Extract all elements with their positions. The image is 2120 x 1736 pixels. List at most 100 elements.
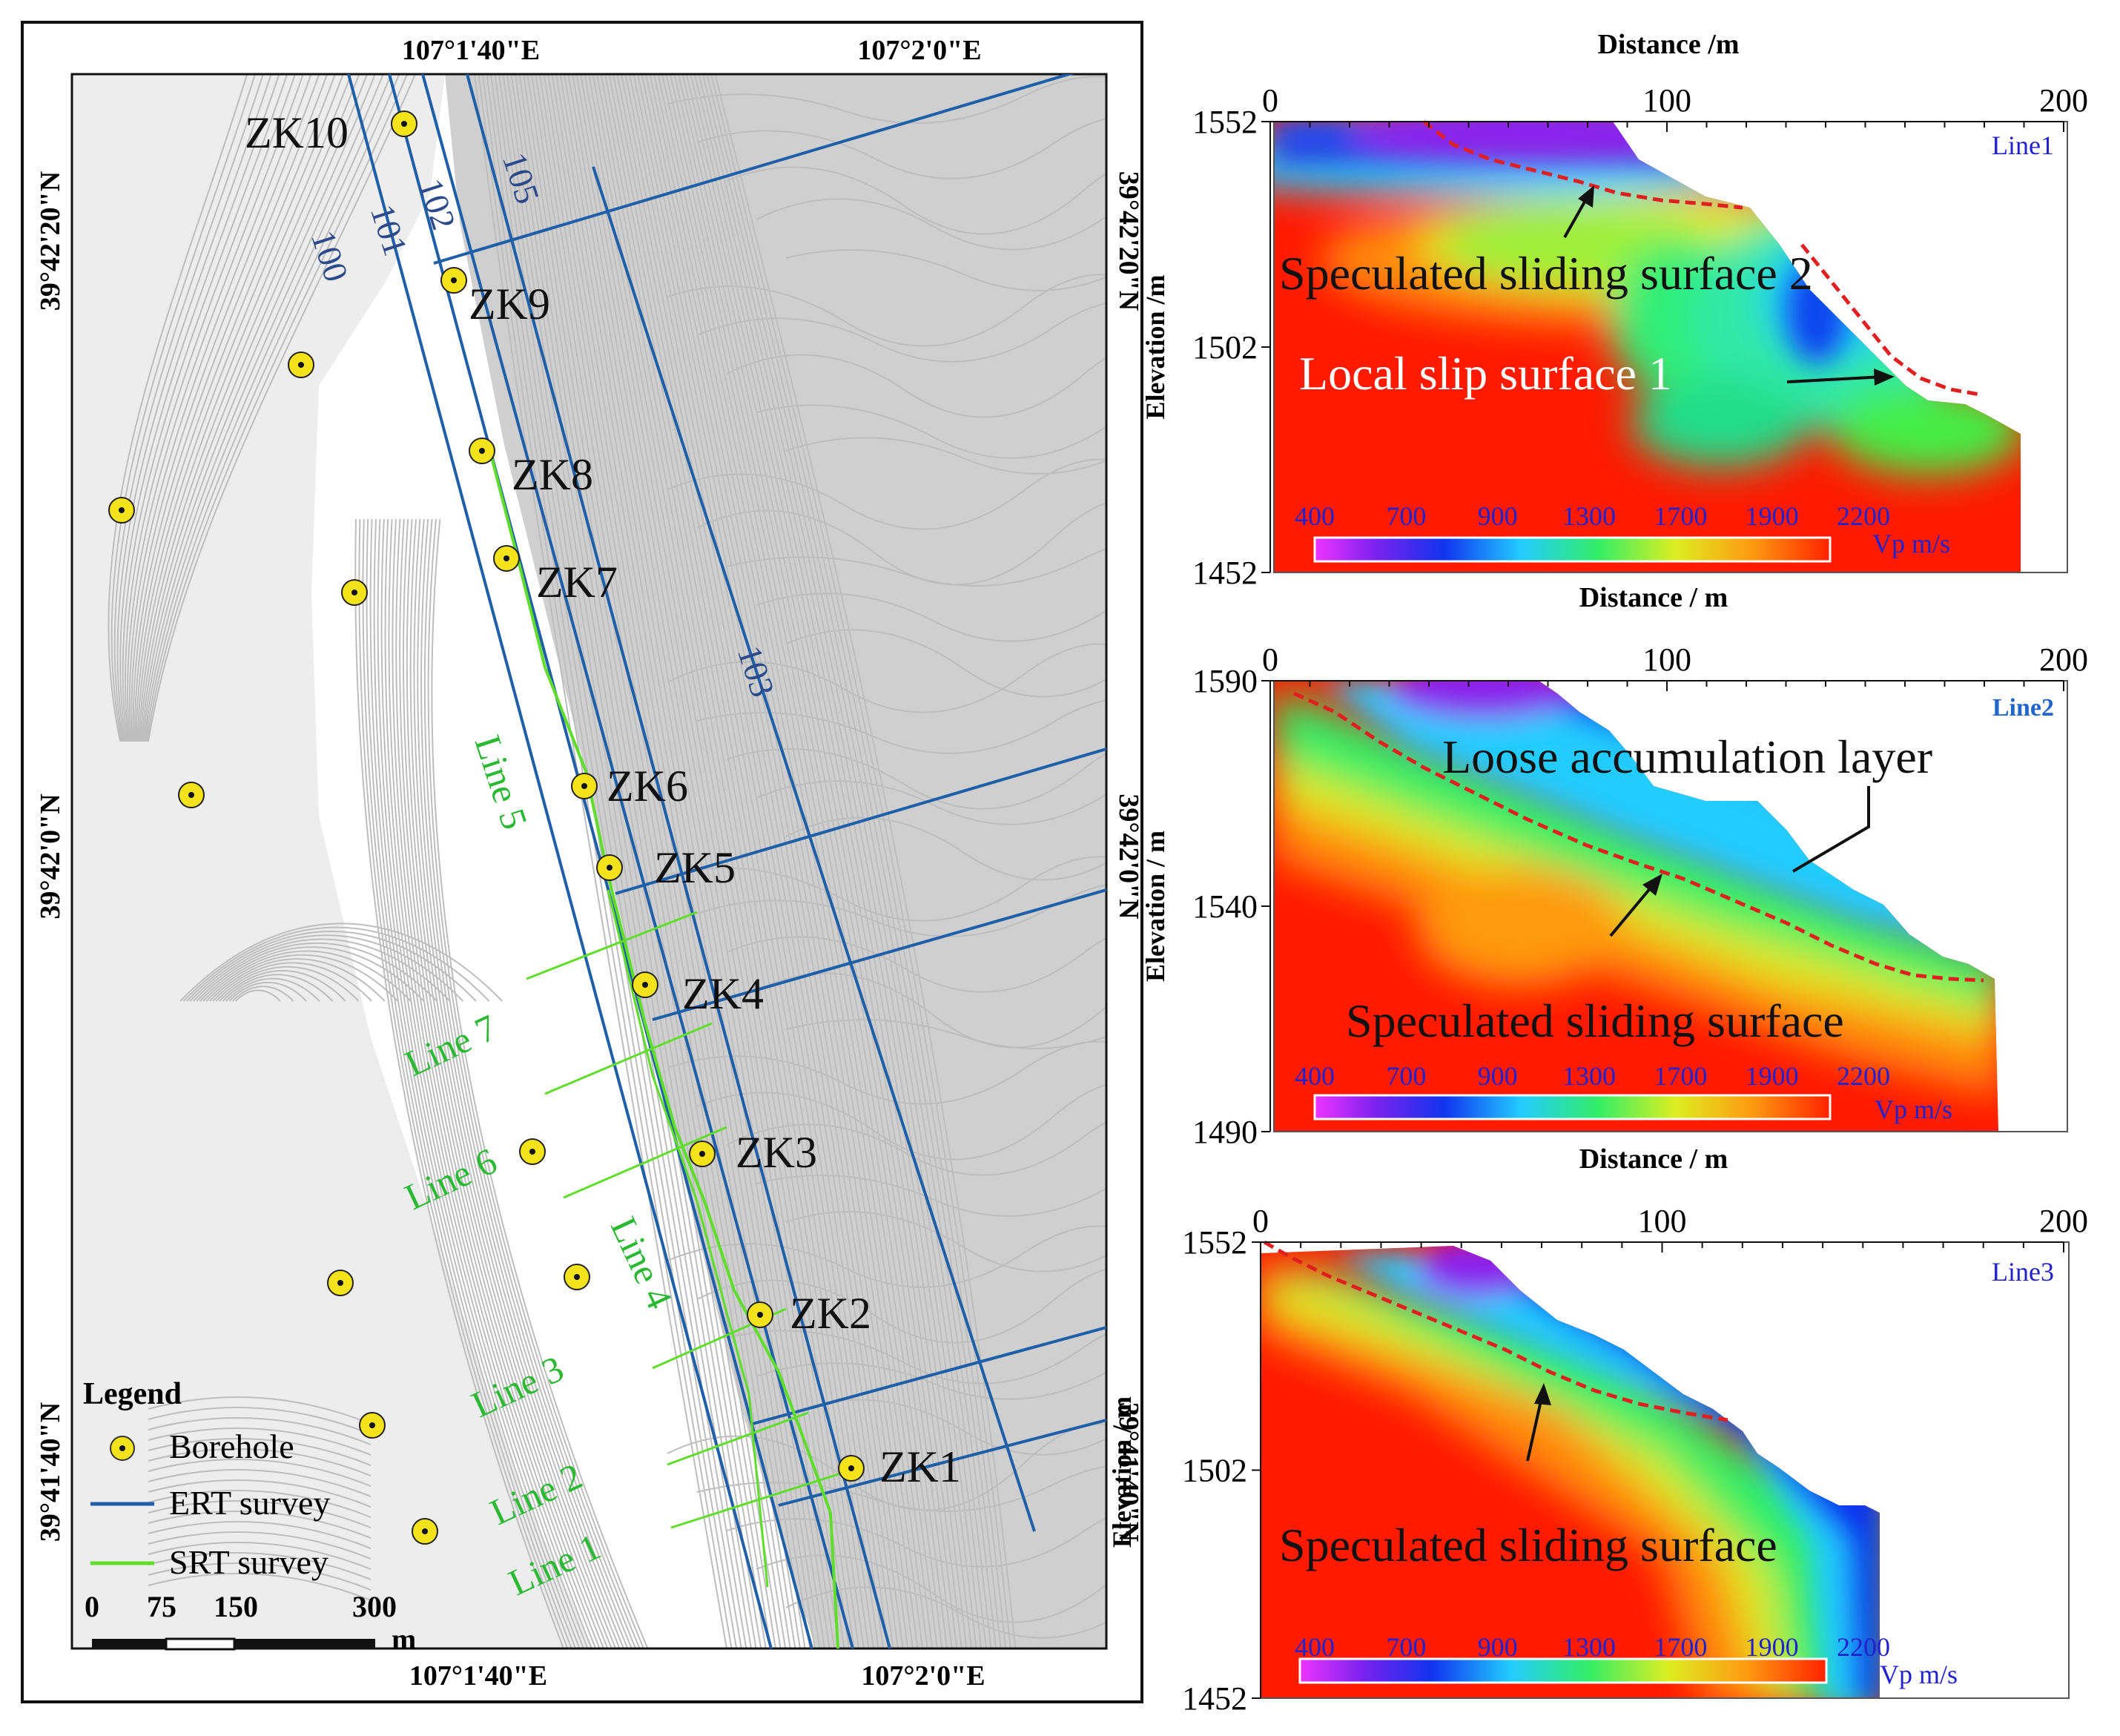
colorbar-tick-900: 900 — [1478, 1061, 1518, 1091]
colorbar-tick-900: 900 — [1478, 501, 1518, 531]
srt-line-5 — [488, 448, 839, 1648]
map-neatline — [70, 73, 1108, 1650]
line1-sliding-surface-2 — [1422, 120, 1743, 210]
x-tick-label-0: 0 — [1262, 82, 1278, 119]
line2-sliding-surface — [1292, 691, 1984, 983]
borehole-center — [581, 783, 587, 789]
coord-right-1: 39°42'20"N — [1113, 171, 1144, 311]
colorbar-tick-1900: 1900 — [1746, 501, 1799, 531]
line1-annotation-1: Speculated sliding surface 2 — [1279, 247, 1813, 300]
x-tick-label-200: 200 — [2039, 82, 2088, 119]
legend-srt-label: SRT survey — [169, 1543, 328, 1581]
x-tick-label-100: 100 — [1642, 641, 1691, 678]
line1-axes: 0 100 200 1552 1502 1452 — [1192, 82, 2088, 591]
colorbar-tick-700: 700 — [1386, 1061, 1426, 1091]
borehole-label-zk10: ZK10 — [245, 108, 349, 157]
coord-top-1: 107°1'40"E — [402, 35, 540, 66]
ert-line-cross-3 — [652, 888, 1106, 1021]
y-tick-label-1452: 1452 — [1192, 555, 1258, 591]
borehole-center — [401, 121, 407, 127]
line1-name: Line1 — [1992, 131, 2054, 160]
x-tick-label-0: 0 — [1252, 1203, 1269, 1239]
line2-arrow — [1609, 881, 1657, 937]
coord-left-3: 39°41'40"N — [35, 1402, 66, 1542]
line2-name: Line2 — [1992, 694, 2054, 722]
legend-borehole-dot — [119, 1445, 125, 1451]
borehole-center — [451, 277, 457, 283]
line2-arrowhead — [1642, 874, 1662, 896]
coord-right-2: 39°42'0"N — [1113, 793, 1144, 919]
srt-cross-3 — [563, 1126, 727, 1199]
line1-annotation-2: Local slip surface 1 — [1299, 347, 1672, 400]
line3-xlabel: Distance / m — [1579, 1143, 1728, 1175]
colorbar-tick-1900: 1900 — [1746, 1632, 1799, 1662]
line1-xlabel: Distance /m — [1597, 29, 1739, 60]
ert-line-cross-4 — [752, 1326, 1106, 1425]
colorbar-tick-1300: 1300 — [1562, 1061, 1616, 1091]
line2-colorbar-unit: Vp m/s — [1875, 1095, 1952, 1124]
borehole-center — [337, 1280, 343, 1286]
map-legend: Legend Borehole ERT survey SRT survey — [83, 1377, 330, 1581]
colorbar-tick-900: 900 — [1478, 1632, 1518, 1662]
line1-ylabel: Elevation /m — [1140, 274, 1170, 419]
line1-arrow-2 — [1786, 375, 1884, 383]
line3-axes: 0 100 200 1552 1502 1452 — [1182, 1203, 2088, 1717]
borehole-center — [422, 1528, 428, 1534]
borehole-center — [607, 865, 612, 871]
ert-line-long-3 — [421, 74, 854, 1648]
colorbar-tick-1700: 1700 — [1654, 1061, 1707, 1091]
borehole-center — [351, 590, 357, 595]
line2-xlabel: Distance / m — [1579, 582, 1728, 613]
srt-cross-2 — [544, 1022, 713, 1095]
coord-top-2: 107°2'0"E — [857, 35, 981, 66]
line2-bracket — [1792, 786, 1870, 873]
borehole-center — [188, 792, 194, 798]
borehole-center — [503, 555, 509, 561]
borehole-center — [848, 1465, 854, 1471]
scale-tick-300: 300 — [352, 1590, 397, 1623]
borehole-center — [699, 1151, 705, 1157]
colorbar-tick-2200: 2200 — [1837, 1632, 1890, 1662]
y-tick-label-1502: 1502 — [1182, 1453, 1247, 1489]
line2-ylabel: Elevation / m — [1140, 831, 1170, 982]
line3-colorbar — [1298, 1657, 1828, 1684]
scale-tick-150: 150 — [214, 1590, 258, 1623]
x-tick-label-100: 100 — [1638, 1203, 1687, 1239]
colorbar-tick-1300: 1300 — [1562, 501, 1616, 531]
coord-left-2: 39°42'0"N — [35, 793, 66, 919]
ert-line-cross-1 — [433, 74, 1074, 265]
line2-colorbar-ticks: 400 700 900 1300 1700 1900 2200 — [1295, 1061, 1890, 1091]
colorbar-tick-700: 700 — [1386, 501, 1426, 531]
line3-colorbar-ticks: 400 700 900 1300 1700 1900 2200 — [1295, 1632, 1890, 1662]
scale-bar: 0 75 150 300 m — [85, 1590, 416, 1656]
srt-cross-6 — [670, 1471, 846, 1529]
ert-line-long-4 — [466, 74, 891, 1648]
x-tick-label-200: 200 — [2039, 641, 2088, 678]
colorbar-tick-2200: 2200 — [1837, 501, 1890, 531]
line2-annotation-2: Speculated sliding surface — [1346, 994, 1844, 1047]
borehole-label-zk8: ZK8 — [512, 450, 593, 499]
borehole-label-zk7: ZK7 — [536, 558, 618, 607]
srt-cross-5 — [667, 1411, 809, 1466]
borehole-label-zk2: ZK2 — [790, 1289, 871, 1338]
line3-arrowhead — [1534, 1383, 1551, 1405]
profile-line3: Speculated sliding surface 400 700 900 1300… — [1107, 1143, 2088, 1717]
y-tick-label-1540: 1540 — [1192, 888, 1258, 925]
line2-axes: 0 100 200 1590 1540 1490 — [1192, 641, 2088, 1150]
legend-title: Legend — [83, 1377, 182, 1411]
coord-left-1: 39°42'20"N — [35, 171, 66, 311]
ert-line-long-1 — [347, 74, 773, 1648]
borehole-label-zk4: ZK4 — [682, 969, 764, 1018]
borehole-label-zk3: ZK3 — [736, 1128, 817, 1177]
x-tick-label-0: 0 — [1262, 641, 1278, 678]
contour-lines — [108, 74, 1106, 1648]
scale-segment-3 — [234, 1639, 375, 1649]
ert-line-long-5 — [592, 166, 1036, 1532]
colorbar-tick-400: 400 — [1295, 1061, 1335, 1091]
borehole-center — [119, 507, 125, 513]
line3-annotation-1: Speculated sliding surface — [1279, 1519, 1777, 1571]
line1-colorbar — [1313, 536, 1832, 563]
colorbar-tick-1700: 1700 — [1654, 501, 1707, 531]
